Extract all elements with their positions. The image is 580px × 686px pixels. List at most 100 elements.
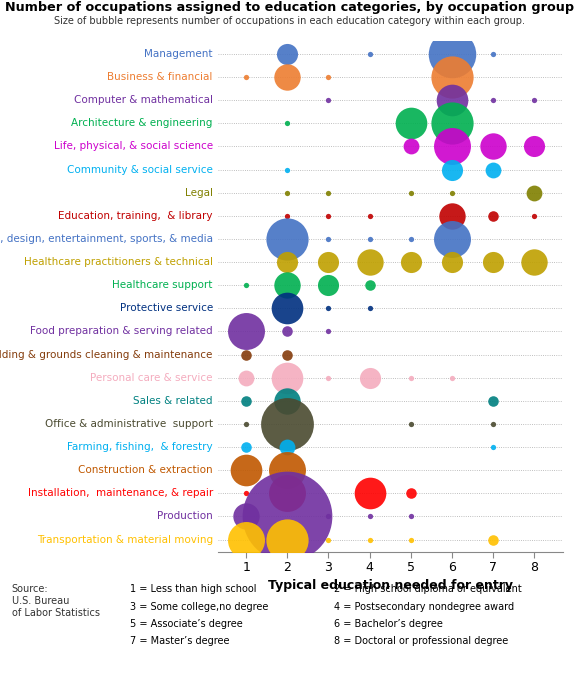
Point (488, 395, 498, 406)
Text: Education, training,  & library: Education, training, & library (59, 211, 213, 221)
Point (406, 418, 415, 429)
Point (324, 187, 333, 198)
Point (282, 442, 292, 453)
Text: Community & social service: Community & social service (67, 165, 213, 174)
Point (282, 211, 292, 222)
Point (242, 372, 251, 383)
Point (447, 95, 456, 106)
Point (488, 164, 498, 175)
Point (447, 257, 456, 268)
Point (242, 349, 251, 360)
Point (488, 211, 498, 222)
Point (447, 71, 456, 82)
Text: 4 = Postsecondary nondegree award: 4 = Postsecondary nondegree award (334, 602, 514, 612)
Point (242, 395, 251, 406)
Point (324, 233, 333, 244)
Text: 5 = Associate’s degree: 5 = Associate’s degree (130, 619, 243, 629)
Point (282, 418, 292, 429)
Text: Transportation & material moving: Transportation & material moving (37, 534, 213, 545)
Point (365, 511, 374, 522)
Point (488, 49, 498, 60)
Text: Management: Management (144, 49, 213, 59)
Point (324, 534, 333, 545)
Text: Arts, design, entertainment, sports, & media: Arts, design, entertainment, sports, & m… (0, 234, 213, 244)
Text: Size of bubble represents number of occupations in each education category withi: Size of bubble represents number of occu… (55, 16, 525, 27)
Point (406, 233, 415, 244)
Point (406, 488, 415, 499)
Text: Food preparation & serving related: Food preparation & serving related (30, 327, 213, 336)
Point (324, 511, 333, 522)
Point (365, 49, 374, 60)
Text: Legal: Legal (185, 188, 213, 198)
Point (406, 257, 415, 268)
Point (529, 187, 538, 198)
Point (447, 49, 456, 60)
Point (242, 418, 251, 429)
Text: 7 = Master’s degree: 7 = Master’s degree (130, 636, 230, 646)
Point (488, 534, 498, 545)
Point (488, 442, 498, 453)
Point (365, 211, 374, 222)
Text: Business & financial: Business & financial (107, 72, 213, 82)
Point (242, 488, 251, 499)
X-axis label: Typical education needed for entry: Typical education needed for entry (267, 579, 513, 592)
Point (447, 141, 456, 152)
Point (282, 280, 292, 291)
Text: Farming, fishing,  & forestry: Farming, fishing, & forestry (67, 442, 213, 452)
Point (365, 303, 374, 314)
Point (282, 395, 292, 406)
Point (324, 95, 333, 106)
Point (447, 118, 456, 129)
Text: 8 = Doctoral or professional degree: 8 = Doctoral or professional degree (334, 636, 508, 646)
Point (282, 49, 292, 60)
Text: Number of occupations assigned to education categories, by occupation group: Number of occupations assigned to educat… (5, 1, 575, 14)
Text: Production: Production (157, 511, 213, 521)
Point (488, 141, 498, 152)
Point (324, 326, 333, 337)
Point (282, 118, 292, 129)
Text: 6 = Bachelor’s degree: 6 = Bachelor’s degree (334, 619, 443, 629)
Point (365, 280, 374, 291)
Text: 1 = Less than high school: 1 = Less than high school (130, 584, 257, 595)
Point (488, 95, 498, 106)
Point (282, 326, 292, 337)
Point (282, 372, 292, 383)
Point (282, 464, 292, 475)
Text: Sales & related: Sales & related (133, 396, 213, 405)
Text: Healthcare support: Healthcare support (113, 280, 213, 290)
Text: Architecture & engineering: Architecture & engineering (71, 118, 213, 128)
Text: Office & administrative  support: Office & administrative support (45, 419, 213, 429)
Point (488, 418, 498, 429)
Point (447, 233, 456, 244)
Point (324, 303, 333, 314)
Point (447, 187, 456, 198)
Text: Building & grounds cleaning & maintenance: Building & grounds cleaning & maintenanc… (0, 349, 213, 359)
Point (242, 511, 251, 522)
Point (282, 257, 292, 268)
Point (406, 534, 415, 545)
Point (406, 118, 415, 129)
Text: Healthcare practitioners & technical: Healthcare practitioners & technical (24, 257, 213, 267)
Point (406, 372, 415, 383)
Point (242, 326, 251, 337)
Point (406, 141, 415, 152)
Point (529, 141, 538, 152)
Point (447, 164, 456, 175)
Text: Life, physical, & social science: Life, physical, & social science (54, 141, 213, 152)
Point (282, 164, 292, 175)
Text: Protective service: Protective service (119, 303, 213, 314)
Point (406, 187, 415, 198)
Point (529, 211, 538, 222)
Point (282, 233, 292, 244)
Text: Installation,  maintenance, & repair: Installation, maintenance, & repair (28, 488, 213, 498)
Point (282, 534, 292, 545)
Text: Construction & extraction: Construction & extraction (78, 465, 213, 475)
Point (324, 71, 333, 82)
Text: 2 = High school diploma or equivalent: 2 = High school diploma or equivalent (334, 584, 521, 595)
Point (282, 349, 292, 360)
Point (282, 71, 292, 82)
Point (282, 511, 292, 522)
Point (324, 372, 333, 383)
Point (488, 257, 498, 268)
Point (365, 257, 374, 268)
